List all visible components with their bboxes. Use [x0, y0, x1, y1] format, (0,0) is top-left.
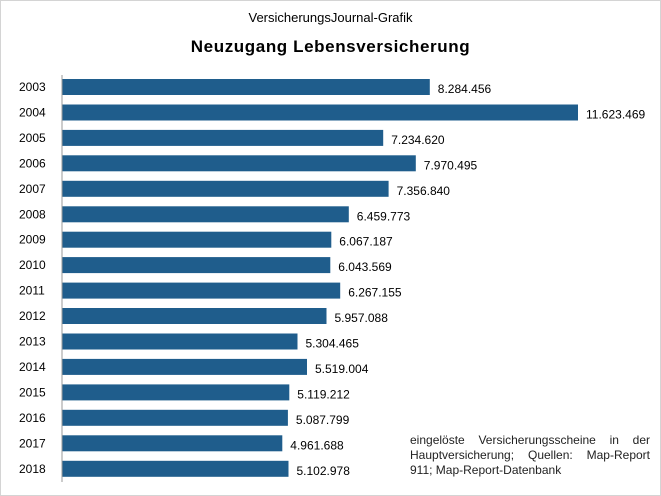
- bar-2014: [62, 358, 307, 375]
- bar-2008: [62, 206, 349, 223]
- y-tick-label: 2008: [19, 207, 46, 221]
- chart-title: Neuzugang Lebensversicherung: [190, 37, 471, 56]
- source-note: eingelöste Versicherungsscheine in der H…: [410, 433, 650, 477]
- bar-2017: [62, 435, 283, 452]
- data-label: 7.356.840: [397, 184, 451, 198]
- data-label: 4.961.688: [290, 438, 344, 452]
- data-label: 5.102.978: [297, 464, 351, 478]
- data-label: 6.459.773: [357, 209, 411, 223]
- y-tick-label: 2003: [19, 80, 46, 94]
- bar-2010: [62, 257, 331, 274]
- bar-2018: [62, 460, 289, 477]
- bar-2007: [62, 180, 389, 197]
- y-tick-label: 2012: [19, 309, 46, 323]
- bar-2013: [62, 333, 298, 350]
- y-tick-label: 2017: [19, 436, 46, 450]
- y-tick-label: 2013: [19, 335, 46, 349]
- y-tick-label: 2018: [19, 462, 46, 476]
- y-tick-label: 2015: [19, 385, 46, 399]
- bar-2005: [62, 129, 384, 146]
- bar-2003: [62, 79, 430, 95]
- data-label: 5.304.465: [306, 337, 360, 351]
- data-label: 5.957.088: [335, 311, 389, 325]
- y-tick-label: 2009: [19, 233, 46, 247]
- data-label: 7.234.620: [391, 133, 445, 147]
- data-label: 6.067.187: [339, 235, 393, 249]
- y-tick-label: 2014: [19, 360, 46, 374]
- data-label: 5.519.004: [315, 362, 369, 376]
- y-tick-label: 2007: [19, 182, 46, 196]
- data-label: 6.043.569: [338, 260, 392, 274]
- chart-supertitle: VersicherungsJournal-Grafik: [248, 10, 413, 25]
- y-tick-label: 2004: [19, 106, 46, 120]
- y-tick-label: 2010: [19, 258, 46, 272]
- y-tick-label: 2016: [19, 411, 46, 425]
- data-label: 11.623.469: [586, 108, 645, 122]
- bar-2012: [62, 308, 327, 324]
- data-label: 6.267.155: [348, 286, 402, 300]
- bar-2011: [62, 282, 341, 299]
- data-label: 5.119.212: [297, 387, 350, 401]
- bar-2004: [62, 104, 578, 121]
- y-tick-label: 2005: [19, 131, 46, 145]
- bar-2009: [62, 231, 332, 248]
- y-tick-label: 2006: [19, 156, 46, 170]
- bar-2015: [62, 384, 290, 401]
- y-tick-label: 2011: [19, 284, 45, 298]
- data-label: 5.087.799: [296, 413, 350, 427]
- data-label: 8.284.456: [438, 82, 492, 96]
- data-label: 7.970.495: [424, 158, 478, 172]
- bar-2016: [62, 409, 288, 426]
- bar-2006: [62, 155, 416, 172]
